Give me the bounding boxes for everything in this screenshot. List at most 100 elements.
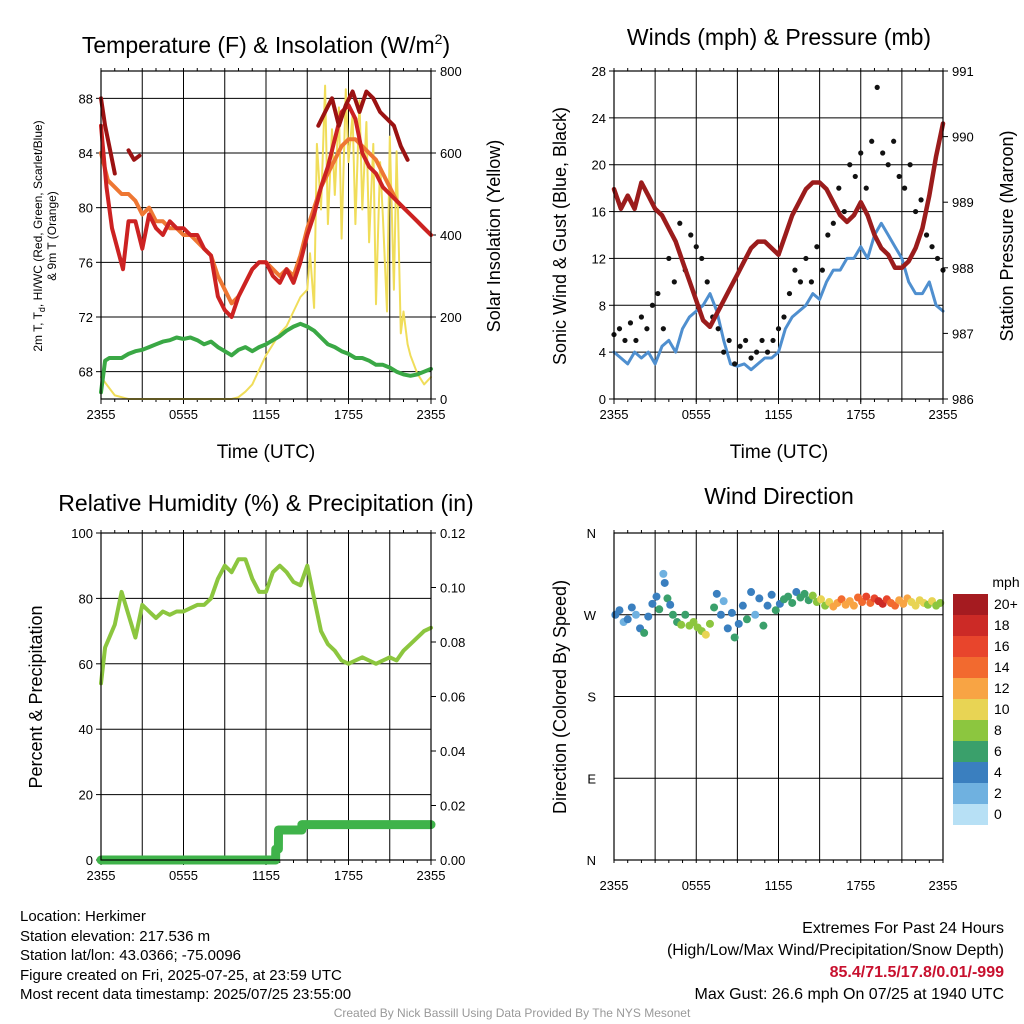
temp-y2-tick-label: 200 — [440, 310, 462, 325]
gust-point — [677, 220, 683, 226]
direction-point — [716, 610, 725, 619]
rh-panel-title: Relative Humidity (%) & Precipitation (i… — [58, 490, 473, 516]
gust-point — [638, 314, 645, 320]
direction-point — [659, 569, 668, 578]
gust-point — [616, 326, 623, 332]
extremes-title: Extremes For Past 24 Hours — [802, 920, 1004, 937]
legend-label: 14 — [994, 659, 1010, 675]
dir-x-tick-label: 2355 — [600, 878, 629, 893]
wind-plot: 2355 0555 1155 1755 235504812162024289869879… — [592, 64, 974, 422]
gust-point — [814, 244, 820, 250]
direction-point — [689, 618, 698, 627]
direction-point — [767, 590, 776, 599]
dir-x-tick-label: 1755 — [846, 878, 875, 893]
temp-y2-tick-label: 600 — [440, 146, 462, 161]
direction-point — [652, 592, 661, 601]
gust-point — [797, 279, 804, 285]
temp-y2-tick-label: 800 — [440, 64, 462, 79]
gust-point — [934, 255, 941, 262]
rh-x-tick-label: 2355 — [417, 868, 446, 883]
temp-y-tick-label: 68 — [79, 365, 93, 380]
gust-point — [836, 185, 842, 191]
extremes-box: Extremes For Past 24 Hours (High/Low/Max… — [667, 918, 1004, 1006]
temp-series-line — [316, 89, 410, 162]
dir-y-tick-label: N — [587, 526, 596, 541]
gust-point — [764, 349, 771, 355]
wind-x-tick-label: 0555 — [682, 407, 711, 422]
direction-point — [792, 588, 801, 597]
gust-point — [819, 267, 825, 273]
credit-text: Created By Nick Bassill Using Data Provi… — [333, 1006, 691, 1020]
gust-point — [743, 337, 749, 344]
dir-y-axis-title: Direction (Colored By Speed) — [550, 580, 570, 814]
gust-point — [852, 173, 858, 180]
gust-point — [858, 150, 864, 156]
direction-point — [677, 620, 686, 629]
direction-point — [816, 595, 825, 604]
gust-point — [786, 290, 793, 297]
legend-label: 20+ — [994, 596, 1018, 612]
legend-swatch — [953, 720, 988, 741]
temp-y2-tick-label: 0 — [440, 392, 447, 407]
dir-y-tick-label: N — [587, 853, 596, 868]
extremes-values: 85.4/71.5/17.8/0.01/-999 — [829, 964, 1004, 981]
direction-point — [640, 628, 649, 637]
rh-x-tick-label: 1755 — [334, 868, 363, 883]
legend-label: 6 — [994, 743, 1002, 759]
gust-point — [693, 244, 699, 250]
gust-point — [644, 326, 650, 332]
legend-swatch — [953, 678, 988, 699]
gust-point — [825, 232, 831, 238]
wind-y2-tick-label: 986 — [952, 392, 974, 407]
gust-point — [737, 343, 743, 349]
speed-legend: mph 20+ 18 16 14 12 10 8 6 4 2 0 — [953, 574, 1020, 825]
wind-x-tick-label: 1755 — [846, 407, 875, 422]
rh-border — [100, 532, 432, 861]
rh-y2-tick-label: 0.00 — [440, 853, 465, 868]
legend-label: 0 — [994, 806, 1002, 822]
direction-point — [648, 599, 657, 608]
temp-series-line — [99, 321, 433, 395]
dir-plot: 2355 0555 1155 1755 2355 N E S W N — [584, 526, 958, 893]
location-text: Location: Herkimer — [20, 908, 146, 925]
rh-plot: 2355 0555 1155 1755 23550204060801000.000.02… — [71, 526, 465, 883]
rh-y-tick-label: 20 — [79, 788, 93, 803]
rh-y2-tick-label: 0.12 — [440, 526, 465, 541]
temp-y-tick-label: 76 — [79, 255, 93, 270]
gust-point — [907, 162, 913, 168]
rh-y2-tick-label: 0.04 — [440, 744, 465, 759]
dir-border — [613, 532, 944, 861]
temp-y-tick-label: 72 — [79, 310, 93, 325]
rh-line — [99, 557, 433, 686]
direction-point — [623, 615, 632, 624]
rh-x-tick-label: 2355 — [87, 868, 116, 883]
temp-y-axis-title-line2: & 9m T (Orange) — [45, 191, 59, 281]
direction-point — [681, 610, 690, 619]
dir-x-tick-label: 0555 — [682, 878, 711, 893]
temp-x-tick-label: 1155 — [252, 407, 280, 422]
wind-x-tick-label: 1155 — [765, 407, 793, 422]
legend-swatch — [953, 594, 988, 615]
gust-point — [671, 279, 677, 285]
wind-x-tick-label: 2355 — [600, 407, 629, 422]
extremes-subtitle: (High/Low/Max Wind/Precipitation/Snow De… — [666, 942, 1004, 959]
gust-point — [912, 208, 919, 215]
direction-point — [763, 601, 772, 610]
wind-y-tick-label: 12 — [592, 251, 606, 266]
temp-x-tick-label: 0555 — [169, 407, 198, 422]
elevation-text: Station elevation: 217.536 m — [20, 927, 211, 945]
wind-y-tick-label: 4 — [599, 345, 606, 360]
gust-point — [715, 326, 721, 332]
rh-y-tick-label: 0 — [86, 853, 93, 868]
direction-point — [837, 595, 846, 604]
direction-point — [771, 606, 780, 615]
rh-y2-tick-label: 0.02 — [440, 799, 465, 814]
wind-x-tick-label: 2355 — [929, 407, 958, 422]
wind-x-axis-title: Time (UTC) — [730, 442, 829, 463]
temp-x-axis-title: Time (UTC) — [217, 442, 316, 463]
rh-y-axis-title: Percent & Precipitation — [26, 605, 46, 788]
direction-point — [858, 598, 867, 607]
wind-y2-axis-title: Station Pressure (Maroon) — [997, 130, 1017, 341]
legend-label: 4 — [994, 764, 1002, 780]
gust-point — [688, 232, 694, 238]
